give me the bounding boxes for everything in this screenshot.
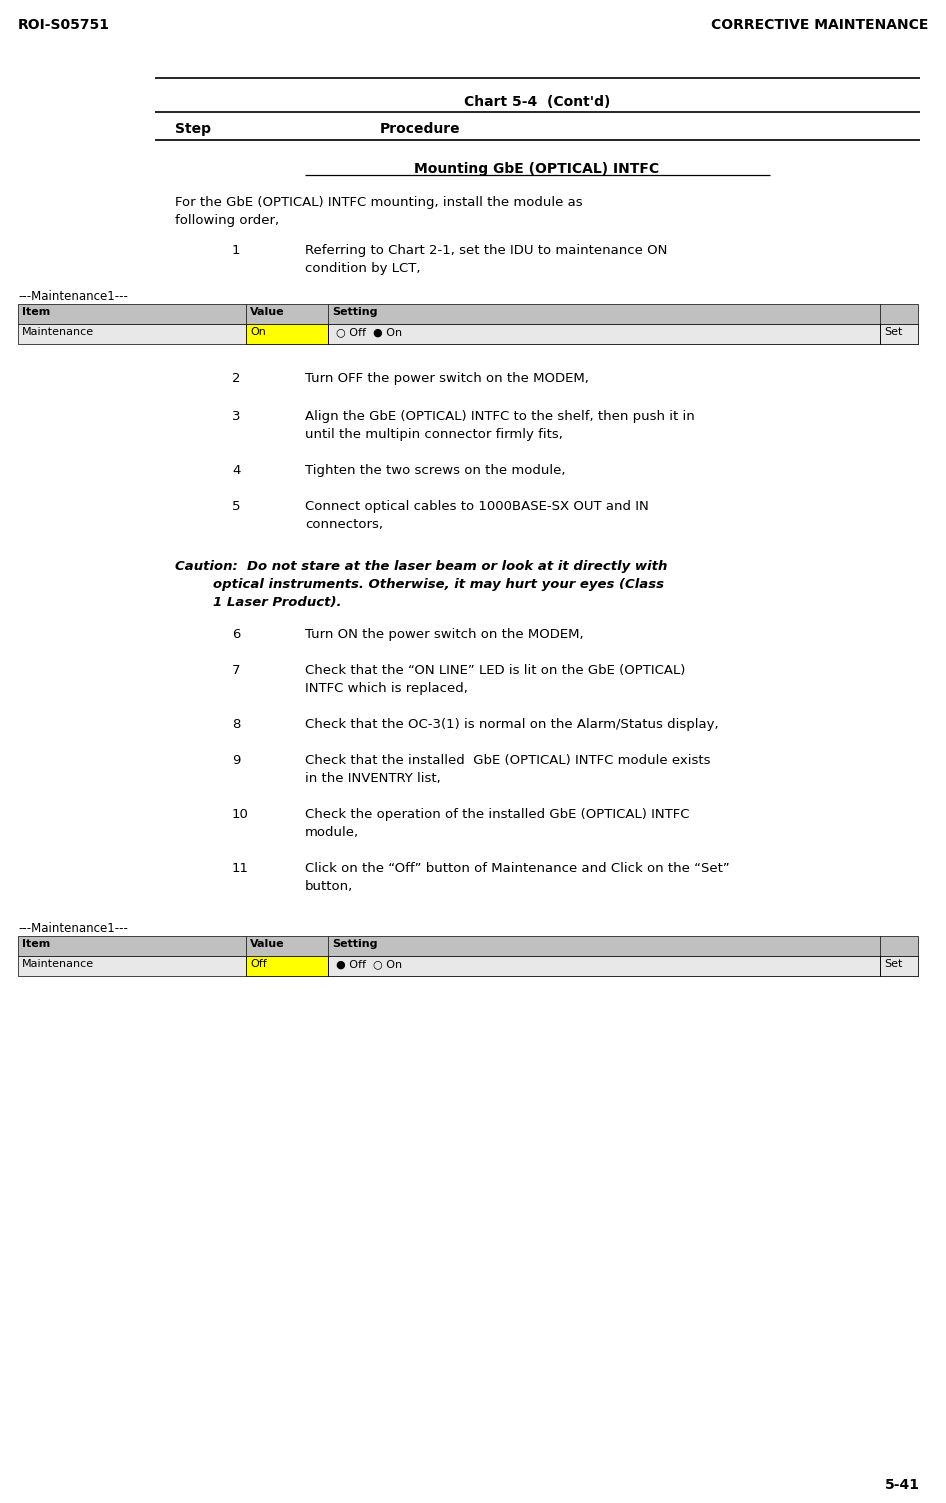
Text: Tighten the two screws on the module,: Tighten the two screws on the module, xyxy=(305,464,566,476)
Text: Step: Step xyxy=(175,122,211,135)
Text: module,: module, xyxy=(305,827,359,839)
Text: Caution:  Do not stare at the laser beam or look at it directly with: Caution: Do not stare at the laser beam … xyxy=(175,561,667,573)
Bar xyxy=(246,325,328,344)
Text: On: On xyxy=(250,328,266,337)
Text: condition by LCT,: condition by LCT, xyxy=(305,262,421,275)
Text: Turn ON the power switch on the MODEM,: Turn ON the power switch on the MODEM, xyxy=(305,628,584,640)
Bar xyxy=(18,304,918,325)
Text: 5-41: 5-41 xyxy=(885,1477,920,1492)
Text: Item: Item xyxy=(22,307,50,317)
Text: INTFC which is replaced,: INTFC which is replaced, xyxy=(305,682,468,694)
Text: Off: Off xyxy=(250,959,267,969)
Text: button,: button, xyxy=(305,879,353,893)
Text: in the INVENTRY list,: in the INVENTRY list, xyxy=(305,773,441,785)
Text: Value: Value xyxy=(250,939,285,948)
Text: Mounting GbE (OPTICAL) INTFC: Mounting GbE (OPTICAL) INTFC xyxy=(414,162,659,176)
Text: connectors,: connectors, xyxy=(305,519,383,531)
Bar xyxy=(328,325,880,344)
Text: Check that the installed  GbE (OPTICAL) INTFC module exists: Check that the installed GbE (OPTICAL) I… xyxy=(305,755,710,767)
Text: optical instruments. Otherwise, it may hurt your eyes (Class: optical instruments. Otherwise, it may h… xyxy=(213,579,664,591)
Text: 3: 3 xyxy=(232,410,240,422)
Text: Set: Set xyxy=(884,328,902,337)
Text: Chart 5-4  (Cont'd): Chart 5-4 (Cont'd) xyxy=(464,95,610,110)
Bar xyxy=(246,956,328,975)
Text: Align the GbE (OPTICAL) INTFC to the shelf, then push it in: Align the GbE (OPTICAL) INTFC to the she… xyxy=(305,410,694,422)
Bar xyxy=(880,325,918,344)
Bar xyxy=(18,325,918,344)
Text: Procedure: Procedure xyxy=(380,122,461,135)
Bar xyxy=(18,956,918,975)
Text: Setting: Setting xyxy=(332,939,377,948)
Text: 1: 1 xyxy=(232,243,240,257)
Text: following order,: following order, xyxy=(175,213,279,227)
Text: 10: 10 xyxy=(232,809,249,821)
Text: until the multipin connector firmly fits,: until the multipin connector firmly fits… xyxy=(305,428,563,440)
Text: Check that the OC-3(1) is normal on the Alarm/Status display,: Check that the OC-3(1) is normal on the … xyxy=(305,718,719,730)
Text: Maintenance: Maintenance xyxy=(22,959,94,969)
Text: Check that the “ON LINE” LED is lit on the GbE (OPTICAL): Check that the “ON LINE” LED is lit on t… xyxy=(305,664,685,676)
Text: Set: Set xyxy=(884,959,902,969)
Text: 4: 4 xyxy=(232,464,240,476)
Text: Setting: Setting xyxy=(332,307,377,317)
Text: ○ Off  ● On: ○ Off ● On xyxy=(336,328,402,337)
Text: For the GbE (OPTICAL) INTFC mounting, install the module as: For the GbE (OPTICAL) INTFC mounting, in… xyxy=(175,195,583,209)
Text: 8: 8 xyxy=(232,718,240,730)
Text: ● Off  ○ On: ● Off ○ On xyxy=(336,959,402,969)
Text: ROI-S05751: ROI-S05751 xyxy=(18,18,110,32)
Text: Item: Item xyxy=(22,939,50,948)
Text: ---Maintenance1---: ---Maintenance1--- xyxy=(18,290,128,304)
Bar xyxy=(328,956,880,975)
Text: 1 Laser Product).: 1 Laser Product). xyxy=(213,597,342,609)
Text: Referring to Chart 2-1, set the IDU to maintenance ON: Referring to Chart 2-1, set the IDU to m… xyxy=(305,243,667,257)
Bar xyxy=(18,936,918,956)
Text: 2: 2 xyxy=(232,373,240,385)
Text: Maintenance: Maintenance xyxy=(22,328,94,337)
Text: 9: 9 xyxy=(232,755,240,767)
Bar xyxy=(880,956,918,975)
Text: Turn OFF the power switch on the MODEM,: Turn OFF the power switch on the MODEM, xyxy=(305,373,588,385)
Text: 5: 5 xyxy=(232,500,240,513)
Text: Connect optical cables to 1000BASE-SX OUT and IN: Connect optical cables to 1000BASE-SX OU… xyxy=(305,500,649,513)
Text: Click on the “Off” button of Maintenance and Click on the “Set”: Click on the “Off” button of Maintenance… xyxy=(305,863,729,875)
Text: 11: 11 xyxy=(232,863,249,875)
Text: CORRECTIVE MAINTENANCE: CORRECTIVE MAINTENANCE xyxy=(710,18,928,32)
Text: ---Maintenance1---: ---Maintenance1--- xyxy=(18,921,128,935)
Text: 6: 6 xyxy=(232,628,240,640)
Text: 7: 7 xyxy=(232,664,240,676)
Text: Value: Value xyxy=(250,307,285,317)
Text: Check the operation of the installed GbE (OPTICAL) INTFC: Check the operation of the installed GbE… xyxy=(305,809,690,821)
